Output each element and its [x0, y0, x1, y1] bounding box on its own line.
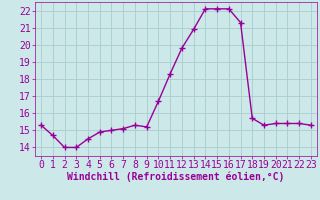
X-axis label: Windchill (Refroidissement éolien,°C): Windchill (Refroidissement éolien,°C)	[67, 172, 285, 182]
